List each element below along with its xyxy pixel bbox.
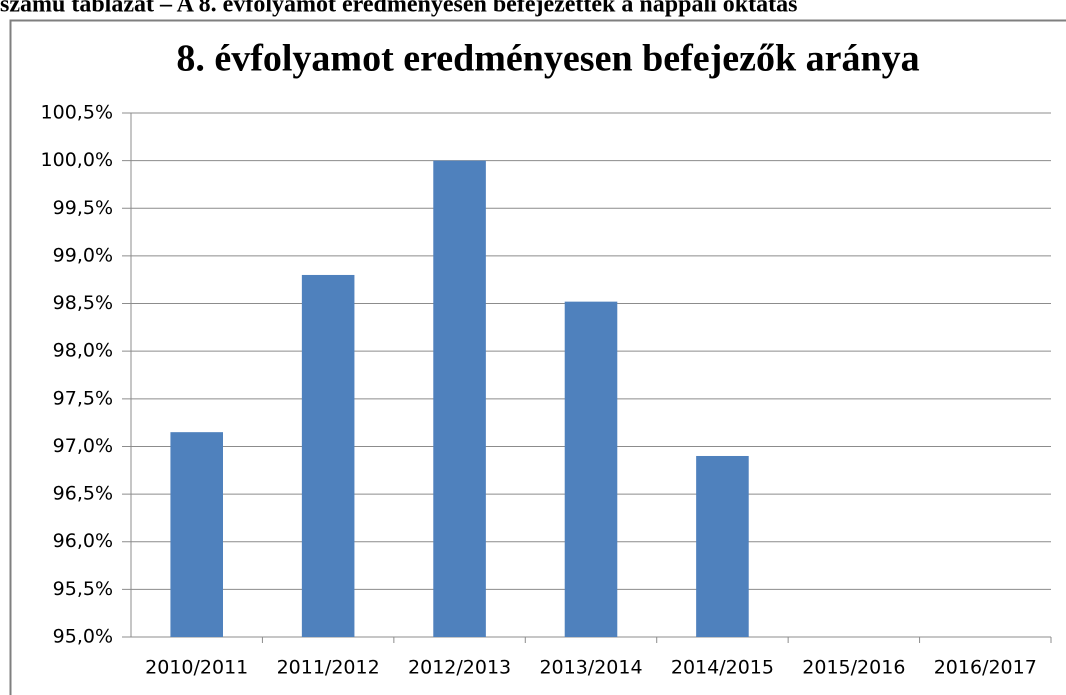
bar xyxy=(564,301,618,637)
bar xyxy=(433,160,486,638)
caption: számú táblázat – A 8. évfolyamot eredmén… xyxy=(0,0,797,18)
x-tick-label: 2010/2011 xyxy=(145,657,248,679)
y-tick-label: 96,5% xyxy=(53,483,113,505)
y-tick-label: 97,5% xyxy=(53,387,113,409)
y-tick-label: 96,0% xyxy=(53,530,113,552)
bar xyxy=(170,432,223,637)
y-tick-label: 98,5% xyxy=(53,292,113,314)
x-tick-label: 2015/2016 xyxy=(802,657,905,679)
y-tick-label: 99,5% xyxy=(53,197,113,219)
bar xyxy=(301,274,355,637)
y-tick-label: 99,0% xyxy=(53,244,113,266)
y-tick-label: 97,0% xyxy=(53,435,113,457)
x-tick-label: 2013/2014 xyxy=(539,657,642,679)
x-tick-label: 2016/2017 xyxy=(934,657,1037,679)
y-tick-label: 100,5% xyxy=(41,102,113,124)
bar xyxy=(696,455,749,637)
x-tick-label: 2011/2012 xyxy=(277,657,380,679)
y-tick-label: 95,5% xyxy=(53,578,113,600)
y-tick-label: 95,0% xyxy=(53,626,113,648)
y-tick-label: 98,0% xyxy=(53,340,113,362)
chart-title: 8. évfolyamot eredményesen befejezők ará… xyxy=(176,38,919,80)
chart-border xyxy=(9,19,1066,695)
y-tick-label: 100,0% xyxy=(41,149,113,171)
x-tick-label: 2014/2015 xyxy=(671,657,774,679)
x-tick-label: 2012/2013 xyxy=(408,657,511,679)
